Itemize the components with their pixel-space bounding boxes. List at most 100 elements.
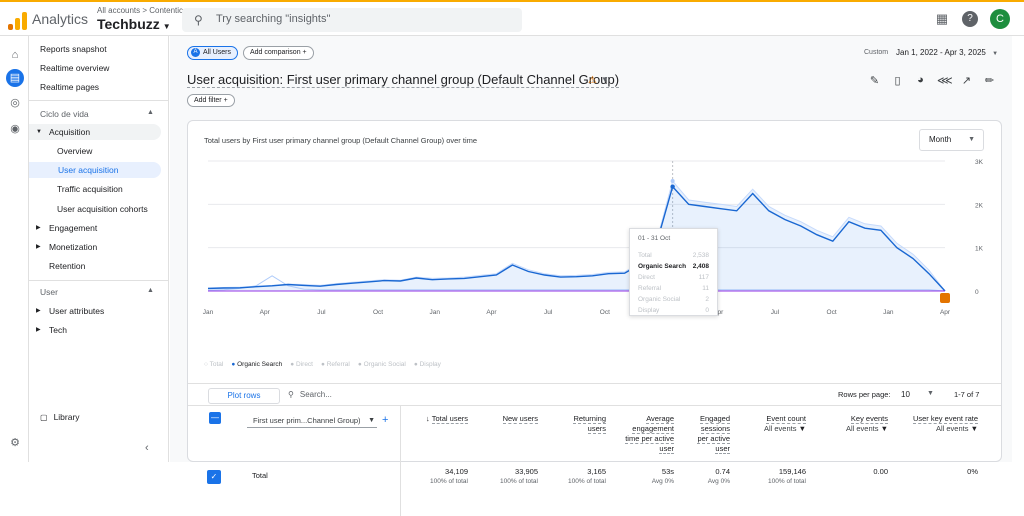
sort-arrow-icon: ↓: [426, 414, 430, 423]
nav-user-acquisition-cohorts[interactable]: User acquisition cohorts: [57, 204, 148, 214]
total-value: 0%: [967, 467, 978, 476]
chevron-down-icon: ▼: [968, 136, 975, 143]
series-line-organic-search: [207, 185, 946, 292]
segment-chip[interactable]: A All Users: [187, 46, 239, 60]
table-toolbar: Plot rows ⚲ Search... Rows per page: 10 ▼…: [188, 383, 1001, 405]
nav-user-attributes[interactable]: ▶ User attributes: [36, 303, 104, 319]
nav-overview[interactable]: Overview: [57, 146, 93, 156]
col-key-events[interactable]: Key events All events ▼: [845, 414, 888, 433]
select-all-checkbox[interactable]: —: [209, 412, 221, 424]
chevron-up-icon[interactable]: ▲: [147, 109, 154, 116]
total-row-checkbox[interactable]: ✓: [207, 470, 221, 484]
nav-tech[interactable]: ▶ Tech: [36, 322, 67, 338]
add-comparison-button[interactable]: Add comparison +: [243, 46, 314, 60]
rows-per-page-label: Rows per page:: [838, 390, 891, 399]
compare-icon[interactable]: ▯: [894, 75, 901, 87]
divider: [29, 100, 169, 101]
x-tick-label: Oct: [827, 309, 837, 316]
column-divider: [400, 406, 401, 516]
warning-icon[interactable]: ⚠: [588, 75, 597, 86]
chart-tooltip: 01 - 31 Oct Total 2,538 Organic Search 2,4…: [629, 228, 718, 316]
total-value: 3,165: [587, 467, 606, 476]
tooltip-row: Display 0: [638, 307, 709, 314]
apps-grid-icon[interactable]: ▦: [935, 11, 949, 26]
line-chart[interactable]: 3K 2K 1K 0 Jan Apr Jul Oct Jan Apr Jul Oct Jan Apr Jul…: [188, 121, 1001, 357]
section-user[interactable]: User: [40, 287, 58, 297]
col-new-users[interactable]: New users: [502, 414, 538, 424]
x-tick-label: Apr: [940, 309, 951, 316]
page-title[interactable]: User acquisition: First user primary cha…: [187, 72, 620, 88]
property-selector[interactable]: Techbuzz ▼: [97, 16, 171, 32]
note-icon[interactable]: ✎: [869, 75, 880, 87]
search-placeholder: Try searching "insights": [216, 13, 331, 25]
reports-icon[interactable]: ▤: [6, 69, 24, 87]
share-icon[interactable]: ⋘: [937, 75, 953, 87]
area-total: [208, 181, 945, 291]
chart-legend: ○ Total ● Organic Search ● Direct ● Refe…: [204, 361, 441, 368]
nav-reports-snapshot[interactable]: Reports snapshot: [40, 44, 107, 54]
help-icon[interactable]: ?: [962, 11, 978, 27]
collapse-chevron-icon[interactable]: ‹: [145, 442, 149, 454]
period-select[interactable]: Month ▼: [919, 129, 984, 151]
legend-item-total[interactable]: ○ Total: [204, 361, 224, 368]
nav-traffic-acquisition[interactable]: Traffic acquisition: [57, 184, 123, 194]
col-avg-engagement[interactable]: Average engagement time per active user: [625, 414, 674, 454]
legend-item-display[interactable]: ● Display: [413, 361, 441, 368]
tooltip-row: Referral 11: [638, 285, 709, 292]
section-lifecycle[interactable]: Ciclo de vida: [40, 109, 89, 119]
legend-item-organic-search[interactable]: ● Organic Search: [231, 361, 283, 368]
y-tick-label: 0: [975, 289, 979, 296]
caret-right-icon: ▶: [36, 244, 41, 250]
chevron-down-icon[interactable]: ▼: [601, 75, 609, 84]
add-dimension-icon[interactable]: +: [382, 414, 389, 426]
nav-user-acquisition[interactable]: User acquisition: [29, 162, 161, 178]
nav-monetization[interactable]: ▶ Monetization: [36, 239, 97, 255]
col-engaged-sessions[interactable]: Engaged sessions per active user: [697, 414, 730, 454]
rows-per-page-select[interactable]: 10: [901, 390, 910, 399]
y-tick-label: 2K: [975, 202, 984, 209]
analytics-logo-icon[interactable]: [8, 10, 28, 30]
advertising-icon[interactable]: ◉: [10, 123, 20, 135]
edit-icon[interactable]: ✏: [984, 75, 995, 87]
series-line-direct: [207, 275, 946, 292]
settings-icon[interactable]: ⚙: [10, 437, 20, 449]
add-filter-button[interactable]: Add filter +: [187, 94, 235, 107]
caret-right-icon: ▶: [36, 308, 41, 314]
legend-item-referral[interactable]: ● Referral: [321, 361, 350, 368]
avatar[interactable]: C: [990, 9, 1010, 29]
table-header: — First user prim...Channel Group) ▼ + ↓ …: [188, 405, 1001, 516]
chart-title: Total users by First user primary channe…: [204, 136, 478, 145]
account-breadcrumb[interactable]: All accounts > Contentico: [97, 6, 188, 15]
col-event-count[interactable]: Event count All events ▼: [763, 414, 806, 433]
trend-icon[interactable]: ↗: [961, 75, 972, 87]
chevron-up-icon[interactable]: ▲: [147, 287, 154, 294]
legend-item-organic-social[interactable]: ● Organic Social: [357, 361, 406, 368]
table-search-input[interactable]: ⚲ Search...: [288, 390, 332, 399]
col-returning-users[interactable]: Returning users: [573, 414, 606, 434]
plot-rows-button[interactable]: Plot rows: [208, 388, 280, 404]
annotation-marker-icon[interactable]: [940, 293, 950, 303]
nav-acquisition[interactable]: ▼ Acquisition: [29, 124, 161, 140]
home-icon[interactable]: ⌂: [11, 49, 19, 61]
col-user-key-event-rate[interactable]: User key event rate All events ▼: [912, 414, 978, 433]
explore-icon[interactable]: ◎: [10, 97, 20, 109]
chevron-down-icon: ▼: [368, 417, 375, 424]
dimension-select[interactable]: First user prim...Channel Group) ▼: [247, 414, 377, 428]
nav-retention[interactable]: Retention: [49, 261, 86, 271]
date-range-picker[interactable]: Jan 1, 2022 - Apr 3, 2025 ▼: [896, 48, 999, 57]
legend-item-direct[interactable]: ● Direct: [290, 361, 313, 368]
nav-realtime-pages[interactable]: Realtime pages: [40, 82, 100, 92]
nav-engagement[interactable]: ▶ Engagement: [36, 220, 97, 236]
search-input[interactable]: ⚲ Try searching "insights": [182, 8, 522, 32]
nav-library[interactable]: ▢ Library: [40, 412, 80, 422]
chevron-down-icon[interactable]: ▼: [927, 390, 934, 397]
report-main: A All Users Add comparison + Custom Jan 1…: [170, 36, 1012, 516]
pagination-status: 1-7 of 7: [954, 390, 980, 399]
total-label: Total: [252, 471, 268, 480]
insights-icon[interactable]: ◕: [917, 74, 924, 86]
top-bar: Analytics All accounts > Contentico Tech…: [0, 0, 1024, 36]
nav-realtime-overview[interactable]: Realtime overview: [40, 63, 110, 73]
col-total-users[interactable]: ↓ Total users: [426, 414, 468, 424]
total-subvalue: 100% of total: [568, 478, 606, 485]
left-rail: ⌂ ▤ ◎ ◉ ⚙: [0, 36, 29, 462]
